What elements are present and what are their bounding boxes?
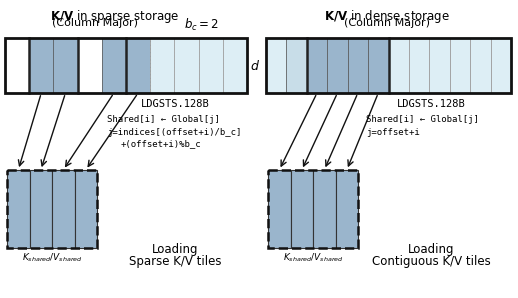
- Text: j=offset+i: j=offset+i: [366, 128, 420, 137]
- Text: LDGSTS.128B: LDGSTS.128B: [140, 99, 209, 109]
- Bar: [368, 38, 388, 93]
- Bar: [198, 38, 223, 93]
- Bar: [53, 38, 78, 93]
- Bar: [7, 170, 30, 248]
- Text: Shared[i] ← Global[j]: Shared[i] ← Global[j]: [366, 115, 479, 124]
- Bar: [268, 170, 358, 248]
- Bar: [268, 170, 291, 248]
- Bar: [291, 170, 313, 248]
- Text: Sparse K/V tiles: Sparse K/V tiles: [129, 255, 221, 268]
- Bar: [5, 38, 247, 93]
- Text: $\mathbf{K/V}$ in sparse storage: $\mathbf{K/V}$ in sparse storage: [50, 8, 180, 25]
- Bar: [450, 38, 470, 93]
- Text: $d$: $d$: [250, 58, 260, 72]
- Text: $b_c = 2$: $b_c = 2$: [184, 17, 220, 33]
- Text: (Column Major): (Column Major): [344, 18, 430, 28]
- Text: Loading: Loading: [408, 243, 454, 256]
- Bar: [307, 38, 327, 93]
- Bar: [388, 38, 409, 93]
- Text: $K_{shared}/V_{shared}$: $K_{shared}/V_{shared}$: [22, 251, 82, 263]
- Text: Contiguous K/V tiles: Contiguous K/V tiles: [371, 255, 491, 268]
- Bar: [150, 38, 175, 93]
- Bar: [52, 170, 75, 248]
- Bar: [223, 38, 247, 93]
- Bar: [286, 38, 307, 93]
- Bar: [5, 38, 29, 93]
- Bar: [126, 38, 150, 93]
- Bar: [266, 38, 511, 93]
- Bar: [336, 170, 358, 248]
- Text: +(offset+i)%b_c: +(offset+i)%b_c: [121, 139, 202, 148]
- Bar: [75, 170, 97, 248]
- Text: Shared[i] ← Global[j]: Shared[i] ← Global[j]: [107, 115, 220, 124]
- Bar: [78, 38, 102, 93]
- Bar: [175, 38, 198, 93]
- Text: $\mathbf{K/V}$ in dense storage: $\mathbf{K/V}$ in dense storage: [324, 8, 450, 25]
- Text: (Column Major): (Column Major): [52, 18, 138, 28]
- Text: Loading: Loading: [152, 243, 198, 256]
- Text: LDGSTS.128B: LDGSTS.128B: [397, 99, 465, 109]
- Bar: [470, 38, 491, 93]
- Bar: [327, 38, 348, 93]
- Bar: [313, 170, 336, 248]
- Bar: [29, 38, 53, 93]
- Bar: [266, 38, 286, 93]
- Bar: [409, 38, 429, 93]
- Text: j=indices[(offset+i)/b_c]: j=indices[(offset+i)/b_c]: [107, 128, 241, 137]
- Bar: [429, 38, 450, 93]
- Bar: [7, 170, 97, 248]
- Bar: [102, 38, 126, 93]
- Bar: [491, 38, 511, 93]
- Text: $K_{shared}/V_{shared}$: $K_{shared}/V_{shared}$: [283, 251, 343, 263]
- Bar: [30, 170, 52, 248]
- Bar: [348, 38, 368, 93]
